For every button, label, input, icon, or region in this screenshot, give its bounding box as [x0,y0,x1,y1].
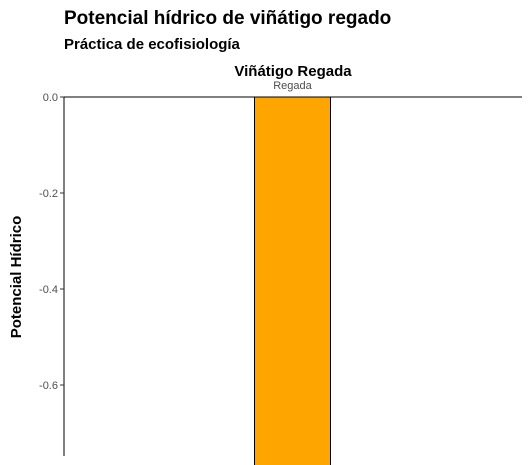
bar-regada [254,96,331,465]
y-tick-label: -0.4 [39,284,58,296]
y-axis-label: Potencial Hídrico [8,216,25,339]
chart-title: Potencial hídrico de viñátigo regado [64,8,391,29]
chart-subtitle: Práctica de ecofisiología [64,36,241,53]
plot-area: 0.0-0.2-0.4-0.6-0.8-1.0-1.2-1.4Regada [39,80,522,465]
y-tick-label: -0.6 [39,380,58,392]
y-tick-label: -0.2 [39,188,58,200]
facet-title: Viñátigo Regada [234,63,352,80]
y-tick-label: 0.0 [43,92,58,104]
category-label: Regada [273,80,312,92]
